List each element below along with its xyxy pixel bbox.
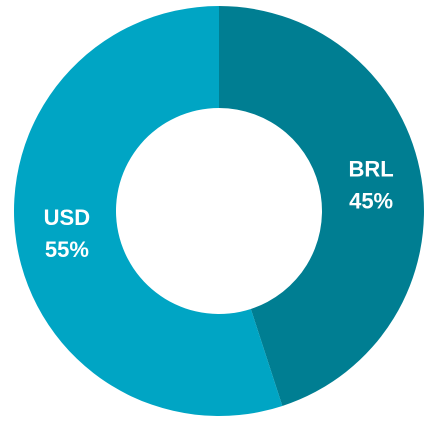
donut-slice: [219, 6, 424, 406]
donut-slice: [13, 6, 283, 416]
slice-value-label: 55%: [45, 237, 89, 262]
slice-category-label: BRL: [348, 157, 393, 182]
slice-category-label: USD: [44, 205, 90, 230]
slice-value-label: 45%: [349, 189, 393, 214]
